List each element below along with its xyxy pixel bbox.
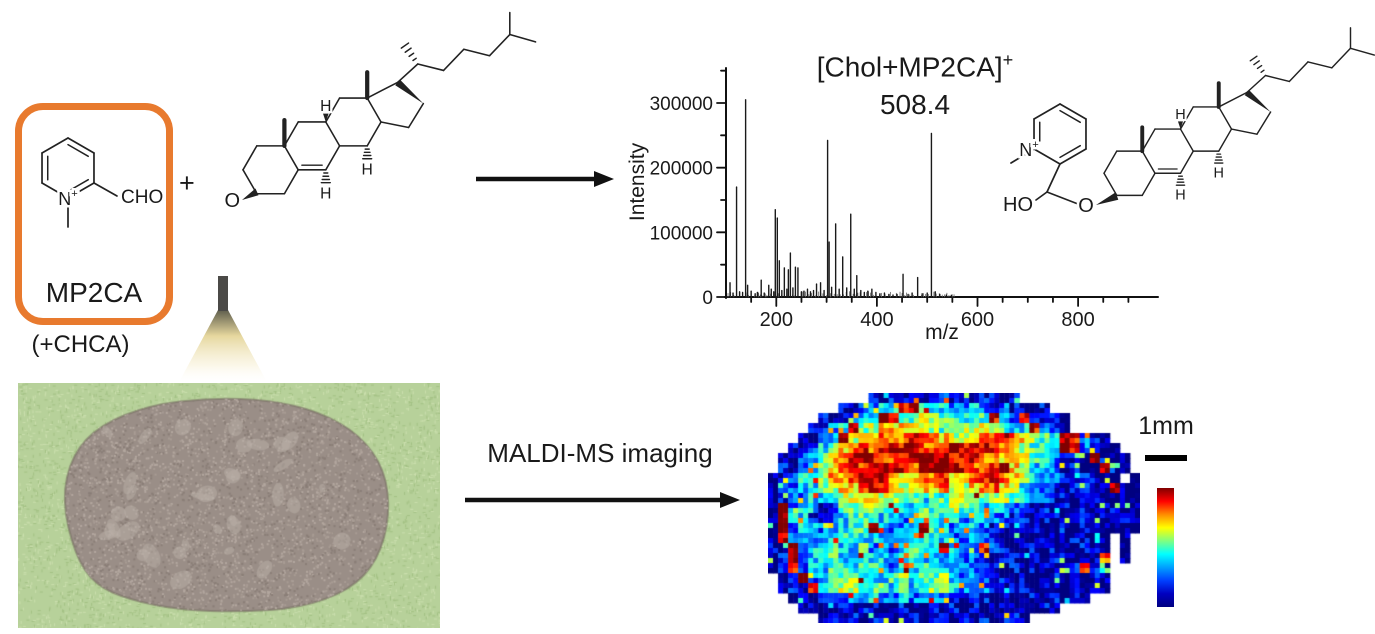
svg-text:600: 600 bbox=[961, 309, 994, 331]
svg-text:HO: HO bbox=[225, 190, 240, 212]
matrix-label: MP2CA bbox=[45, 277, 143, 308]
svg-text:H: H bbox=[1214, 165, 1224, 181]
spectrum-title: [Chol+MP2CA]+ bbox=[765, 50, 1065, 83]
maldi-arrow-label: MALDI-MS imaging bbox=[487, 438, 713, 468]
svg-text:N+: N+ bbox=[1019, 139, 1039, 160]
scale-bar-label: 1mm bbox=[1138, 412, 1194, 440]
svg-text:HO: HO bbox=[1003, 194, 1033, 216]
svg-text:H: H bbox=[362, 161, 373, 178]
mass-spectrum: 200 400 600 800 0 100000 200000 300000 m/z Intens… bbox=[626, 67, 1159, 342]
cholesterol-structure: H H H HO bbox=[225, 11, 537, 215]
spray-cone bbox=[178, 310, 268, 384]
svg-text:800: 800 bbox=[1061, 309, 1094, 331]
spectrum-title-charge: + bbox=[1002, 50, 1014, 70]
svg-text:200000: 200000 bbox=[650, 159, 713, 180]
svg-text:0: 0 bbox=[702, 288, 713, 309]
sprayer-nozzle bbox=[218, 276, 228, 311]
svg-text:300000: 300000 bbox=[650, 94, 713, 115]
ion-image bbox=[768, 393, 1140, 623]
maldi-arrow-head bbox=[720, 492, 740, 508]
tissue-photo bbox=[18, 383, 440, 628]
svg-text:m/z: m/z bbox=[925, 321, 959, 342]
svg-text:Intensity: Intensity bbox=[626, 142, 649, 221]
matrix-additive-label: (+CHCA) bbox=[31, 331, 130, 358]
adduct-structure: N+ HO O H H H bbox=[1001, 27, 1375, 220]
matrix-highlight-box bbox=[15, 103, 173, 325]
svg-text:H: H bbox=[320, 98, 331, 115]
reaction-arrow bbox=[476, 171, 614, 187]
svg-text:400: 400 bbox=[860, 309, 893, 331]
scale-bar bbox=[1145, 455, 1187, 461]
svg-text:O: O bbox=[1078, 195, 1094, 217]
plus-sign: + bbox=[179, 168, 195, 198]
svg-text:N+: N+ bbox=[58, 188, 78, 209]
spectrum-title-text: [Chol+MP2CA] bbox=[816, 51, 1003, 83]
mp2ca-structure: N+ CHO bbox=[41, 137, 166, 228]
svg-text:CHO: CHO bbox=[121, 187, 163, 208]
maldi-arrow bbox=[465, 492, 740, 508]
spectrum-peak-annotation: 508.4 bbox=[879, 89, 951, 120]
reaction-arrow-head bbox=[594, 171, 614, 187]
svg-text:100000: 100000 bbox=[650, 223, 713, 244]
svg-text:H: H bbox=[1175, 107, 1185, 123]
svg-text:200: 200 bbox=[760, 309, 793, 331]
matrix-sprayer bbox=[178, 276, 268, 384]
svg-text:H: H bbox=[320, 185, 331, 202]
colorbar bbox=[1157, 488, 1174, 607]
svg-text:H: H bbox=[1175, 188, 1185, 204]
